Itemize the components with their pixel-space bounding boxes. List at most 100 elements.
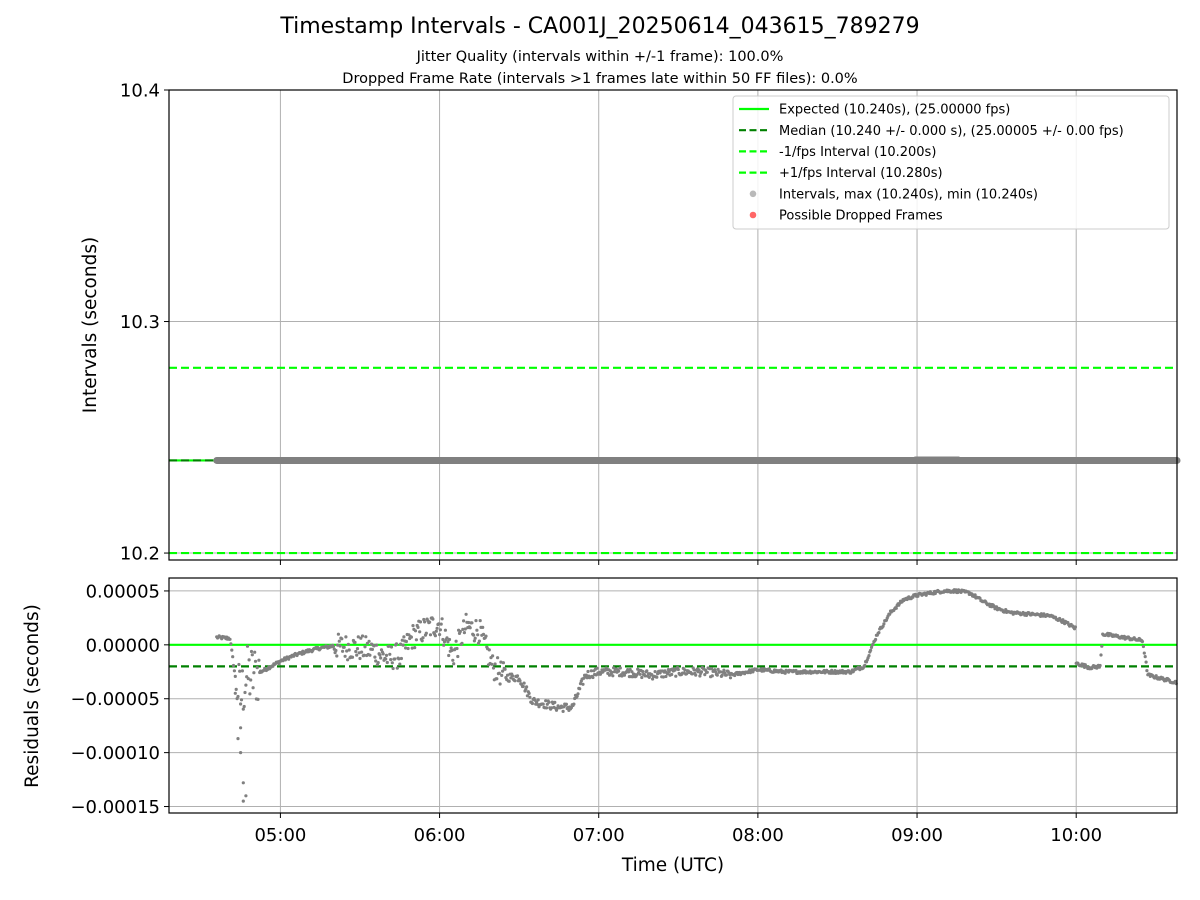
- residual-point: [464, 612, 468, 616]
- residual-point: [491, 666, 496, 670]
- residual-point: [423, 620, 427, 624]
- residual-point: [234, 687, 238, 692]
- residual-point: [384, 653, 389, 658]
- residual-point: [690, 672, 695, 676]
- residual-point: [422, 617, 426, 622]
- residual-point: [342, 645, 346, 649]
- residual-point: [250, 653, 254, 657]
- residual-point: [433, 634, 437, 638]
- residual-point: [287, 657, 291, 661]
- legend: Expected (10.240s), (25.00000 fps) Median…: [732, 95, 1170, 230]
- residual-point: [462, 619, 466, 623]
- legend-entry-label: Possible Dropped Frames: [779, 209, 943, 224]
- residual-point: [336, 643, 340, 647]
- residual-point: [591, 675, 595, 680]
- residual-point: [576, 692, 580, 696]
- residual-point: [338, 644, 342, 648]
- residual-point: [360, 634, 365, 638]
- residuals-y-tick-label: 0.00000: [86, 635, 160, 656]
- residual-point: [641, 669, 645, 674]
- residual-point: [472, 633, 476, 637]
- residual-point: [420, 639, 424, 643]
- residual-point: [230, 648, 234, 652]
- residual-point: [640, 675, 644, 680]
- residual-point: [505, 673, 510, 677]
- residual-point: [394, 642, 399, 646]
- residual-point: [954, 588, 958, 592]
- residual-point: [404, 646, 408, 650]
- residual-point: [697, 668, 701, 672]
- residual-point: [248, 692, 252, 696]
- residual-point: [1141, 644, 1145, 649]
- residual-point: [353, 640, 357, 645]
- residual-point: [783, 671, 787, 675]
- residual-point: [478, 619, 482, 623]
- residual-point: [477, 639, 481, 643]
- residual-point: [362, 653, 366, 657]
- residual-point: [716, 667, 720, 672]
- residual-point: [435, 626, 439, 630]
- residuals-x-tick-label: 08:00: [732, 825, 784, 846]
- residual-point: [655, 675, 659, 679]
- residual-point: [683, 668, 687, 672]
- residual-point: [442, 640, 447, 644]
- legend-marker: [749, 211, 757, 219]
- residual-point: [670, 672, 674, 677]
- residual-point: [1099, 653, 1103, 657]
- residual-point: [496, 656, 500, 660]
- residual-point: [575, 694, 579, 698]
- residual-point: [638, 672, 642, 676]
- residual-point: [578, 682, 583, 686]
- residual-point: [474, 619, 478, 623]
- residual-point: [719, 670, 723, 674]
- legend-entry-label: Median (10.240 +/- 0.000 s), (25.00005 +…: [779, 124, 1124, 139]
- residuals-x-ticks: 05:00 06:00 07:00 08:00 09:00 10:00: [254, 813, 1102, 846]
- residual-point: [346, 642, 350, 646]
- residual-point: [372, 644, 376, 648]
- residual-point: [397, 657, 401, 661]
- residual-point: [364, 635, 368, 639]
- residual-point: [722, 668, 726, 672]
- residual-point: [441, 637, 445, 642]
- residual-point: [1100, 644, 1104, 648]
- residuals-points: [215, 588, 1178, 803]
- residual-point: [476, 633, 480, 637]
- residual-point: [871, 642, 875, 646]
- residual-point: [564, 702, 569, 706]
- residual-point: [404, 639, 408, 644]
- residual-point: [498, 682, 502, 686]
- residual-point: [251, 686, 255, 690]
- residual-point: [402, 635, 406, 639]
- residual-point: [888, 612, 892, 616]
- residual-point: [667, 670, 671, 674]
- residual-point: [336, 632, 340, 636]
- residual-point: [1061, 618, 1065, 622]
- residual-point: [416, 625, 420, 630]
- residual-point: [490, 662, 494, 666]
- residual-point: [452, 662, 456, 666]
- residual-point: [473, 636, 477, 640]
- residual-point: [869, 645, 874, 650]
- residual-point: [487, 648, 491, 652]
- residual-point: [894, 606, 898, 610]
- residual-point: [378, 653, 382, 657]
- residual-point: [243, 690, 247, 695]
- residual-point: [522, 681, 526, 685]
- residual-point: [239, 751, 243, 755]
- residual-point: [363, 645, 367, 649]
- residual-point: [535, 702, 540, 707]
- residual-point: [863, 663, 867, 667]
- residual-point: [421, 636, 425, 640]
- residual-point: [1073, 625, 1077, 629]
- residual-point: [703, 673, 707, 677]
- residual-point: [645, 669, 649, 673]
- residual-point: [413, 629, 418, 633]
- residual-point: [651, 677, 655, 681]
- residual-point: [1142, 651, 1146, 655]
- residual-point: [643, 674, 647, 678]
- residual-point: [357, 651, 361, 655]
- residual-point: [239, 702, 243, 706]
- residual-point: [518, 679, 522, 683]
- residual-point: [699, 670, 704, 674]
- legend-entry-label: Expected (10.240s), (25.00000 fps): [779, 103, 1010, 118]
